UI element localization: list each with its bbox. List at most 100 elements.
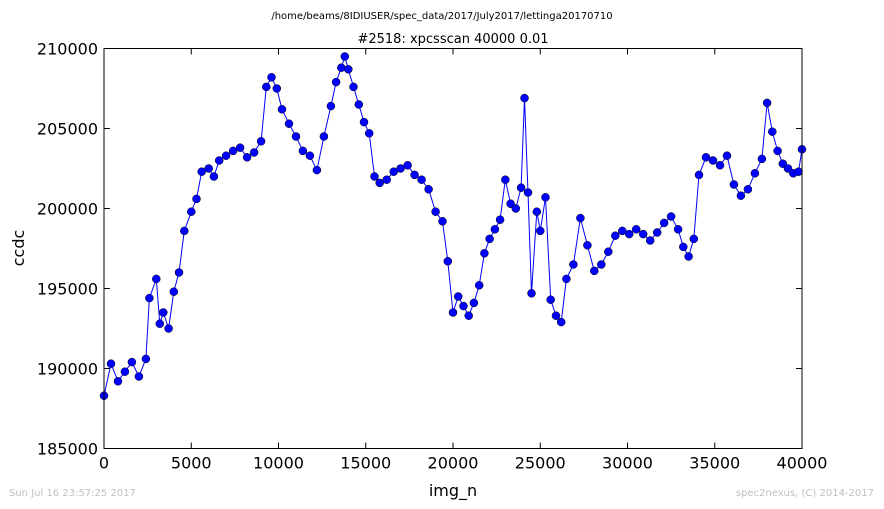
chart-title: #2518: xpcsscan 40000 0.01: [357, 32, 548, 47]
data-point: [490, 225, 500, 234]
data-point: [159, 308, 168, 317]
data-point: [624, 229, 634, 239]
data-point: [319, 132, 329, 141]
data-point: [164, 324, 173, 333]
data-point: [757, 154, 767, 164]
data-point: [448, 308, 458, 317]
plot-frame: [103, 48, 803, 449]
data-point: [474, 281, 484, 290]
data-point: [145, 293, 154, 303]
data-point: [396, 164, 405, 173]
data-point: [284, 119, 294, 128]
data-point: [562, 274, 571, 284]
data-point: [331, 77, 341, 87]
data-point: [424, 185, 433, 194]
data-point: [256, 137, 266, 146]
data-point: [403, 161, 412, 170]
data-point: [768, 127, 777, 136]
data-point: [541, 193, 550, 202]
x-tick-label: 35000: [689, 454, 740, 473]
x-tick-label: 25000: [515, 454, 566, 473]
data-point: [192, 194, 201, 204]
data-point: [344, 65, 353, 74]
data-point: [209, 172, 219, 181]
data-point: [152, 274, 161, 284]
y-tick-label: 190000: [37, 360, 98, 379]
data-point: [694, 170, 704, 180]
data-point: [337, 63, 346, 72]
data-point: [312, 165, 322, 175]
data-point: [204, 164, 213, 173]
data-point: [364, 129, 374, 138]
data-point: [604, 247, 613, 256]
data-point: [645, 236, 655, 245]
data-point: [464, 311, 473, 320]
data-point: [708, 156, 718, 165]
data-point: [527, 289, 536, 298]
x-tick-label: 30000: [602, 454, 653, 473]
data-point: [443, 257, 453, 266]
data-point: [611, 231, 620, 240]
data-point: [127, 357, 137, 367]
data-point: [214, 156, 224, 165]
data-point: [750, 169, 760, 178]
data-point: [495, 215, 505, 224]
data-point: [382, 175, 391, 184]
data-point: [679, 242, 688, 252]
data-point: [134, 372, 144, 381]
data-point: [523, 188, 533, 197]
data-point: [762, 98, 772, 108]
data-point: [438, 217, 447, 226]
data-point: [520, 93, 529, 103]
data-point: [511, 204, 521, 213]
data-point: [701, 153, 711, 162]
data-point: [272, 84, 282, 93]
data-point: [354, 100, 364, 109]
data-point: [277, 105, 287, 114]
plot-area: [99, 52, 807, 400]
data-point: [305, 151, 315, 160]
y-axis: 185000 190000 195000 200000 205000 210000: [37, 40, 802, 459]
y-axis-label: ccdc: [9, 230, 28, 267]
data-point: [228, 146, 238, 156]
x-tick-label: 40000: [777, 454, 828, 473]
x-tick-label: 20000: [428, 454, 479, 473]
data-point: [480, 249, 489, 258]
data-point: [242, 153, 252, 162]
data-point: [783, 164, 793, 173]
data-point: [569, 260, 578, 269]
data-point: [262, 82, 271, 92]
data-point: [431, 207, 440, 216]
data-point: [113, 377, 123, 386]
data-point: [516, 183, 526, 192]
data-point: [349, 82, 358, 92]
data-point: [715, 161, 725, 170]
data-point: [417, 175, 426, 184]
data-point: [778, 159, 788, 168]
data-point: [532, 207, 542, 216]
y-tick-label: 210000: [37, 40, 98, 59]
data-point: [155, 319, 165, 328]
data-point: [389, 167, 398, 176]
data-point: [410, 170, 419, 180]
data-point: [631, 225, 641, 234]
data-point: [576, 213, 585, 223]
x-tick-label: 10000: [253, 454, 304, 473]
data-point: [235, 143, 245, 152]
data-point: [689, 234, 699, 244]
x-tick-label: 5000: [171, 454, 212, 473]
data-point: [174, 268, 184, 277]
x-tick-label: 0: [99, 454, 109, 473]
data-point: [298, 146, 308, 156]
data-point: [736, 191, 746, 200]
x-tick-label: 15000: [340, 454, 391, 473]
data-point: [197, 167, 206, 176]
data-point: [180, 226, 189, 236]
footer-credit: spec2nexus, (C) 2014-2017: [735, 488, 874, 499]
data-point: [326, 101, 336, 111]
data-point: [794, 167, 803, 176]
data-point: [459, 301, 468, 311]
x-axis: 0 5000 10000 15000 20000 25000 30000 35000 40000: [99, 48, 828, 473]
data-point: [684, 252, 693, 261]
